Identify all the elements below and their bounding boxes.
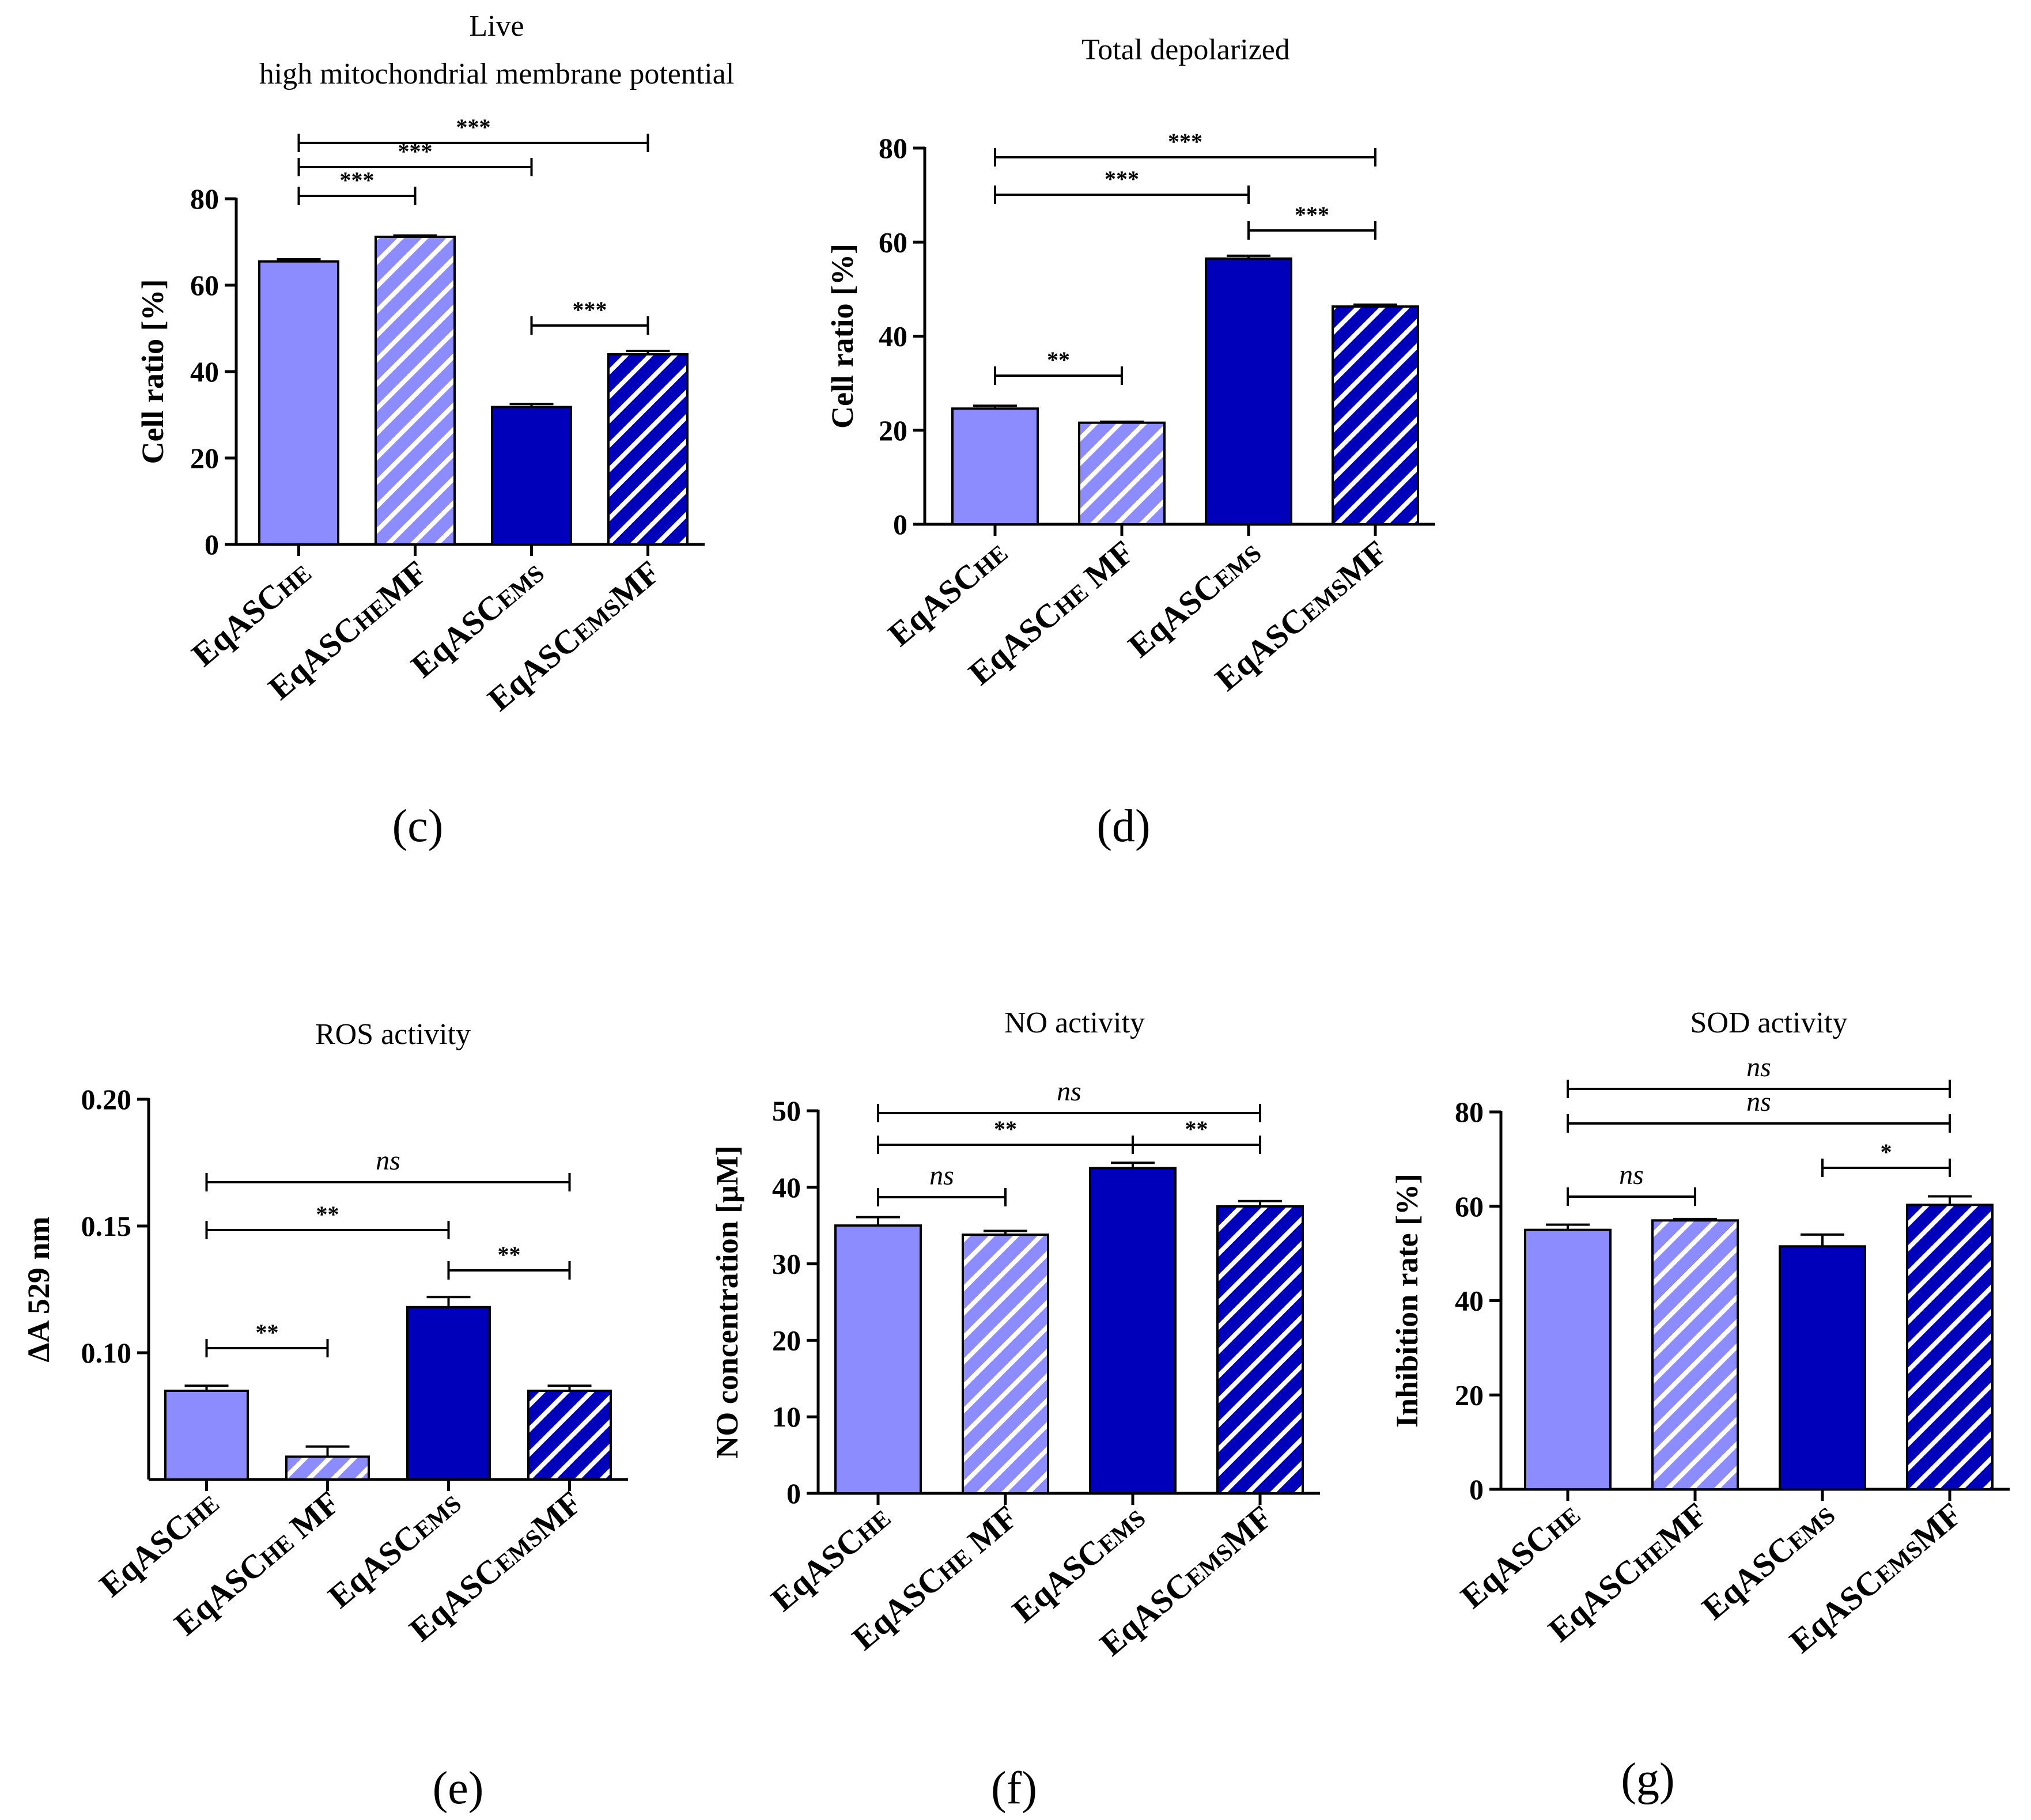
bar-2 — [1205, 257, 1292, 525]
y-tick-label: 20 — [879, 414, 907, 447]
bar-2 — [406, 1306, 491, 1481]
bar-2 — [1779, 1245, 1866, 1490]
chart-panel-4: SOD activity Inhibition rate [%] 0 20 40 60 80… — [1390, 1007, 2010, 1805]
y-axis-label: NO concentration [μM] — [710, 1145, 744, 1458]
y-tick-label: 10 — [772, 1401, 801, 1433]
bar-1 — [285, 1455, 370, 1481]
panel-label: (c) — [392, 801, 444, 852]
bar-3 — [527, 1390, 612, 1481]
bar-1 — [962, 1233, 1049, 1494]
y-tick-label: 50 — [772, 1095, 801, 1127]
y-tick-label: 0 — [786, 1477, 801, 1509]
y-tick-label: 80 — [190, 183, 219, 215]
significance-label: ** — [994, 1116, 1017, 1142]
y-axis-label: ΔA 529 nm — [21, 1217, 56, 1363]
bar-0 — [1524, 1228, 1612, 1490]
y-tick-label: 60 — [190, 269, 219, 301]
significance-label: ** — [316, 1201, 339, 1227]
y-tick-label: 80 — [1455, 1096, 1484, 1128]
bar-0 — [834, 1224, 922, 1494]
y-tick-label: 0.20 — [81, 1083, 132, 1115]
bar-2 — [1089, 1167, 1177, 1494]
significance-label: *** — [573, 297, 607, 323]
y-tick-label: 0.10 — [81, 1337, 132, 1369]
y-tick-label: 0 — [1469, 1473, 1484, 1505]
chart-title: Live — [469, 10, 524, 43]
y-axis-label: Inhibition rate [%] — [1390, 1174, 1424, 1428]
y-tick-label: 60 — [1455, 1190, 1484, 1223]
significance-label: ns — [1057, 1076, 1081, 1107]
panel-label: (e) — [433, 1763, 484, 1814]
y-axis-label: Cell ratio [%] — [135, 279, 170, 464]
significance-label: *** — [1295, 202, 1329, 228]
significance-label: ns — [929, 1160, 954, 1191]
y-tick-label: 40 — [879, 320, 907, 353]
significance-label: *** — [340, 167, 375, 193]
y-tick-label: 40 — [190, 355, 219, 388]
y-tick-label: 20 — [190, 442, 219, 474]
significance-label: ns — [376, 1145, 400, 1176]
bar-0 — [164, 1390, 249, 1481]
significance-label: *** — [1168, 128, 1202, 154]
y-tick-label: 80 — [879, 132, 907, 164]
significance-label: ** — [498, 1242, 521, 1267]
x-tick-label: EqASCEMSMF — [481, 553, 667, 718]
chart-title: NO activity — [1004, 1007, 1145, 1039]
bar-0 — [951, 407, 1039, 526]
significance-label: ns — [1746, 1052, 1771, 1083]
panel-label: (d) — [1096, 801, 1150, 852]
significance-label: * — [1881, 1139, 1892, 1165]
chart-panel-3: NO activity NO concentration [μM] 0 10 20 30 4… — [710, 1007, 1320, 1814]
y-tick-label: 30 — [772, 1248, 801, 1280]
bar-1 — [1651, 1219, 1739, 1490]
y-tick-label: 60 — [879, 226, 907, 258]
significance-label: *** — [1105, 166, 1139, 192]
panel-label: (f) — [991, 1763, 1037, 1814]
bar-3 — [1906, 1204, 1994, 1490]
significance-label: ns — [1746, 1087, 1771, 1117]
bar-1 — [375, 236, 456, 546]
y-tick-label: 20 — [1455, 1379, 1484, 1411]
y-tick-label: 0 — [893, 508, 907, 540]
chart-title: Total depolarized — [1081, 33, 1290, 66]
x-tick-label: EqASCHE — [764, 1498, 898, 1618]
y-tick-label: 40 — [772, 1171, 801, 1204]
bar-0 — [258, 260, 339, 546]
y-axis-label: Cell ratio [%] — [825, 244, 860, 429]
panel-label: (g) — [1621, 1754, 1674, 1805]
y-tick-label: 40 — [1455, 1285, 1484, 1317]
bar-3 — [607, 353, 689, 546]
significance-label: *** — [456, 114, 491, 140]
x-tick-label: EqASCHE — [1454, 1495, 1587, 1615]
chart-panel-0: Live high mitochondrial membrane potentia… — [135, 10, 734, 852]
chart-title: high mitochondrial membrane potential — [259, 58, 735, 90]
chart-title: SOD activity — [1690, 1007, 1848, 1039]
y-tick-label: 0 — [205, 528, 219, 561]
y-tick-label: 20 — [772, 1324, 801, 1356]
chart-panel-1: Total depolarized Cell ratio [%] 0 20 40 60 80… — [825, 33, 1435, 852]
y-tick-label: 0.15 — [81, 1210, 132, 1242]
significance-label: ** — [1185, 1116, 1208, 1142]
bar-2 — [491, 406, 572, 546]
significance-label: ** — [256, 1319, 279, 1345]
chart-title: ROS activity — [315, 1018, 471, 1051]
bar-3 — [1332, 305, 1419, 525]
bar-1 — [1078, 421, 1166, 525]
bar-3 — [1216, 1205, 1304, 1494]
significance-label: ns — [1619, 1160, 1644, 1190]
significance-label: ** — [1047, 347, 1070, 373]
